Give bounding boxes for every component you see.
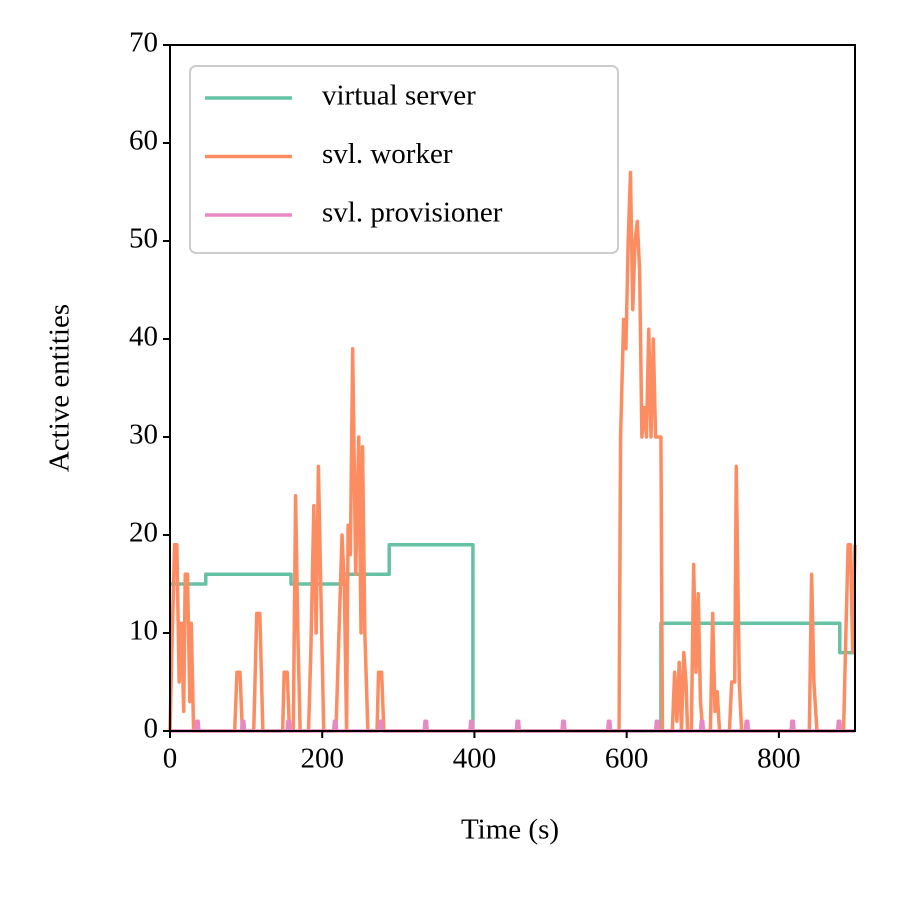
legend-box [189,65,619,254]
x-tick-label: 400 [453,743,497,775]
legend-label: svl. worker [322,138,453,170]
plot-area [168,170,857,733]
y-tick-label: 0 [144,713,159,745]
y-tick-label: 30 [129,419,158,451]
series-line [170,543,855,733]
y-tick-label: 70 [129,27,158,59]
series-line [168,170,857,733]
series-line [170,719,855,733]
legend: virtual server svl. worker svl. provisione… [189,65,619,254]
legend-label: virtual server [322,80,476,112]
y-tick-label: 50 [129,223,158,255]
legend-label: svl. provisioner [322,197,503,229]
x-tick-label: 600 [605,743,649,775]
x-tick-label: 800 [757,743,801,775]
x-tick-label: 0 [163,743,178,775]
axes-frame [169,44,856,732]
x-tick-label: 200 [300,743,344,775]
y-axis-label: Active entities [44,304,76,472]
x-axis-label: Time (s) [461,814,559,846]
y-tick-label: 20 [129,517,158,549]
y-tick-label: 10 [129,615,158,647]
y-tick-label: 60 [129,125,158,157]
y-tick-label: 40 [129,321,158,353]
